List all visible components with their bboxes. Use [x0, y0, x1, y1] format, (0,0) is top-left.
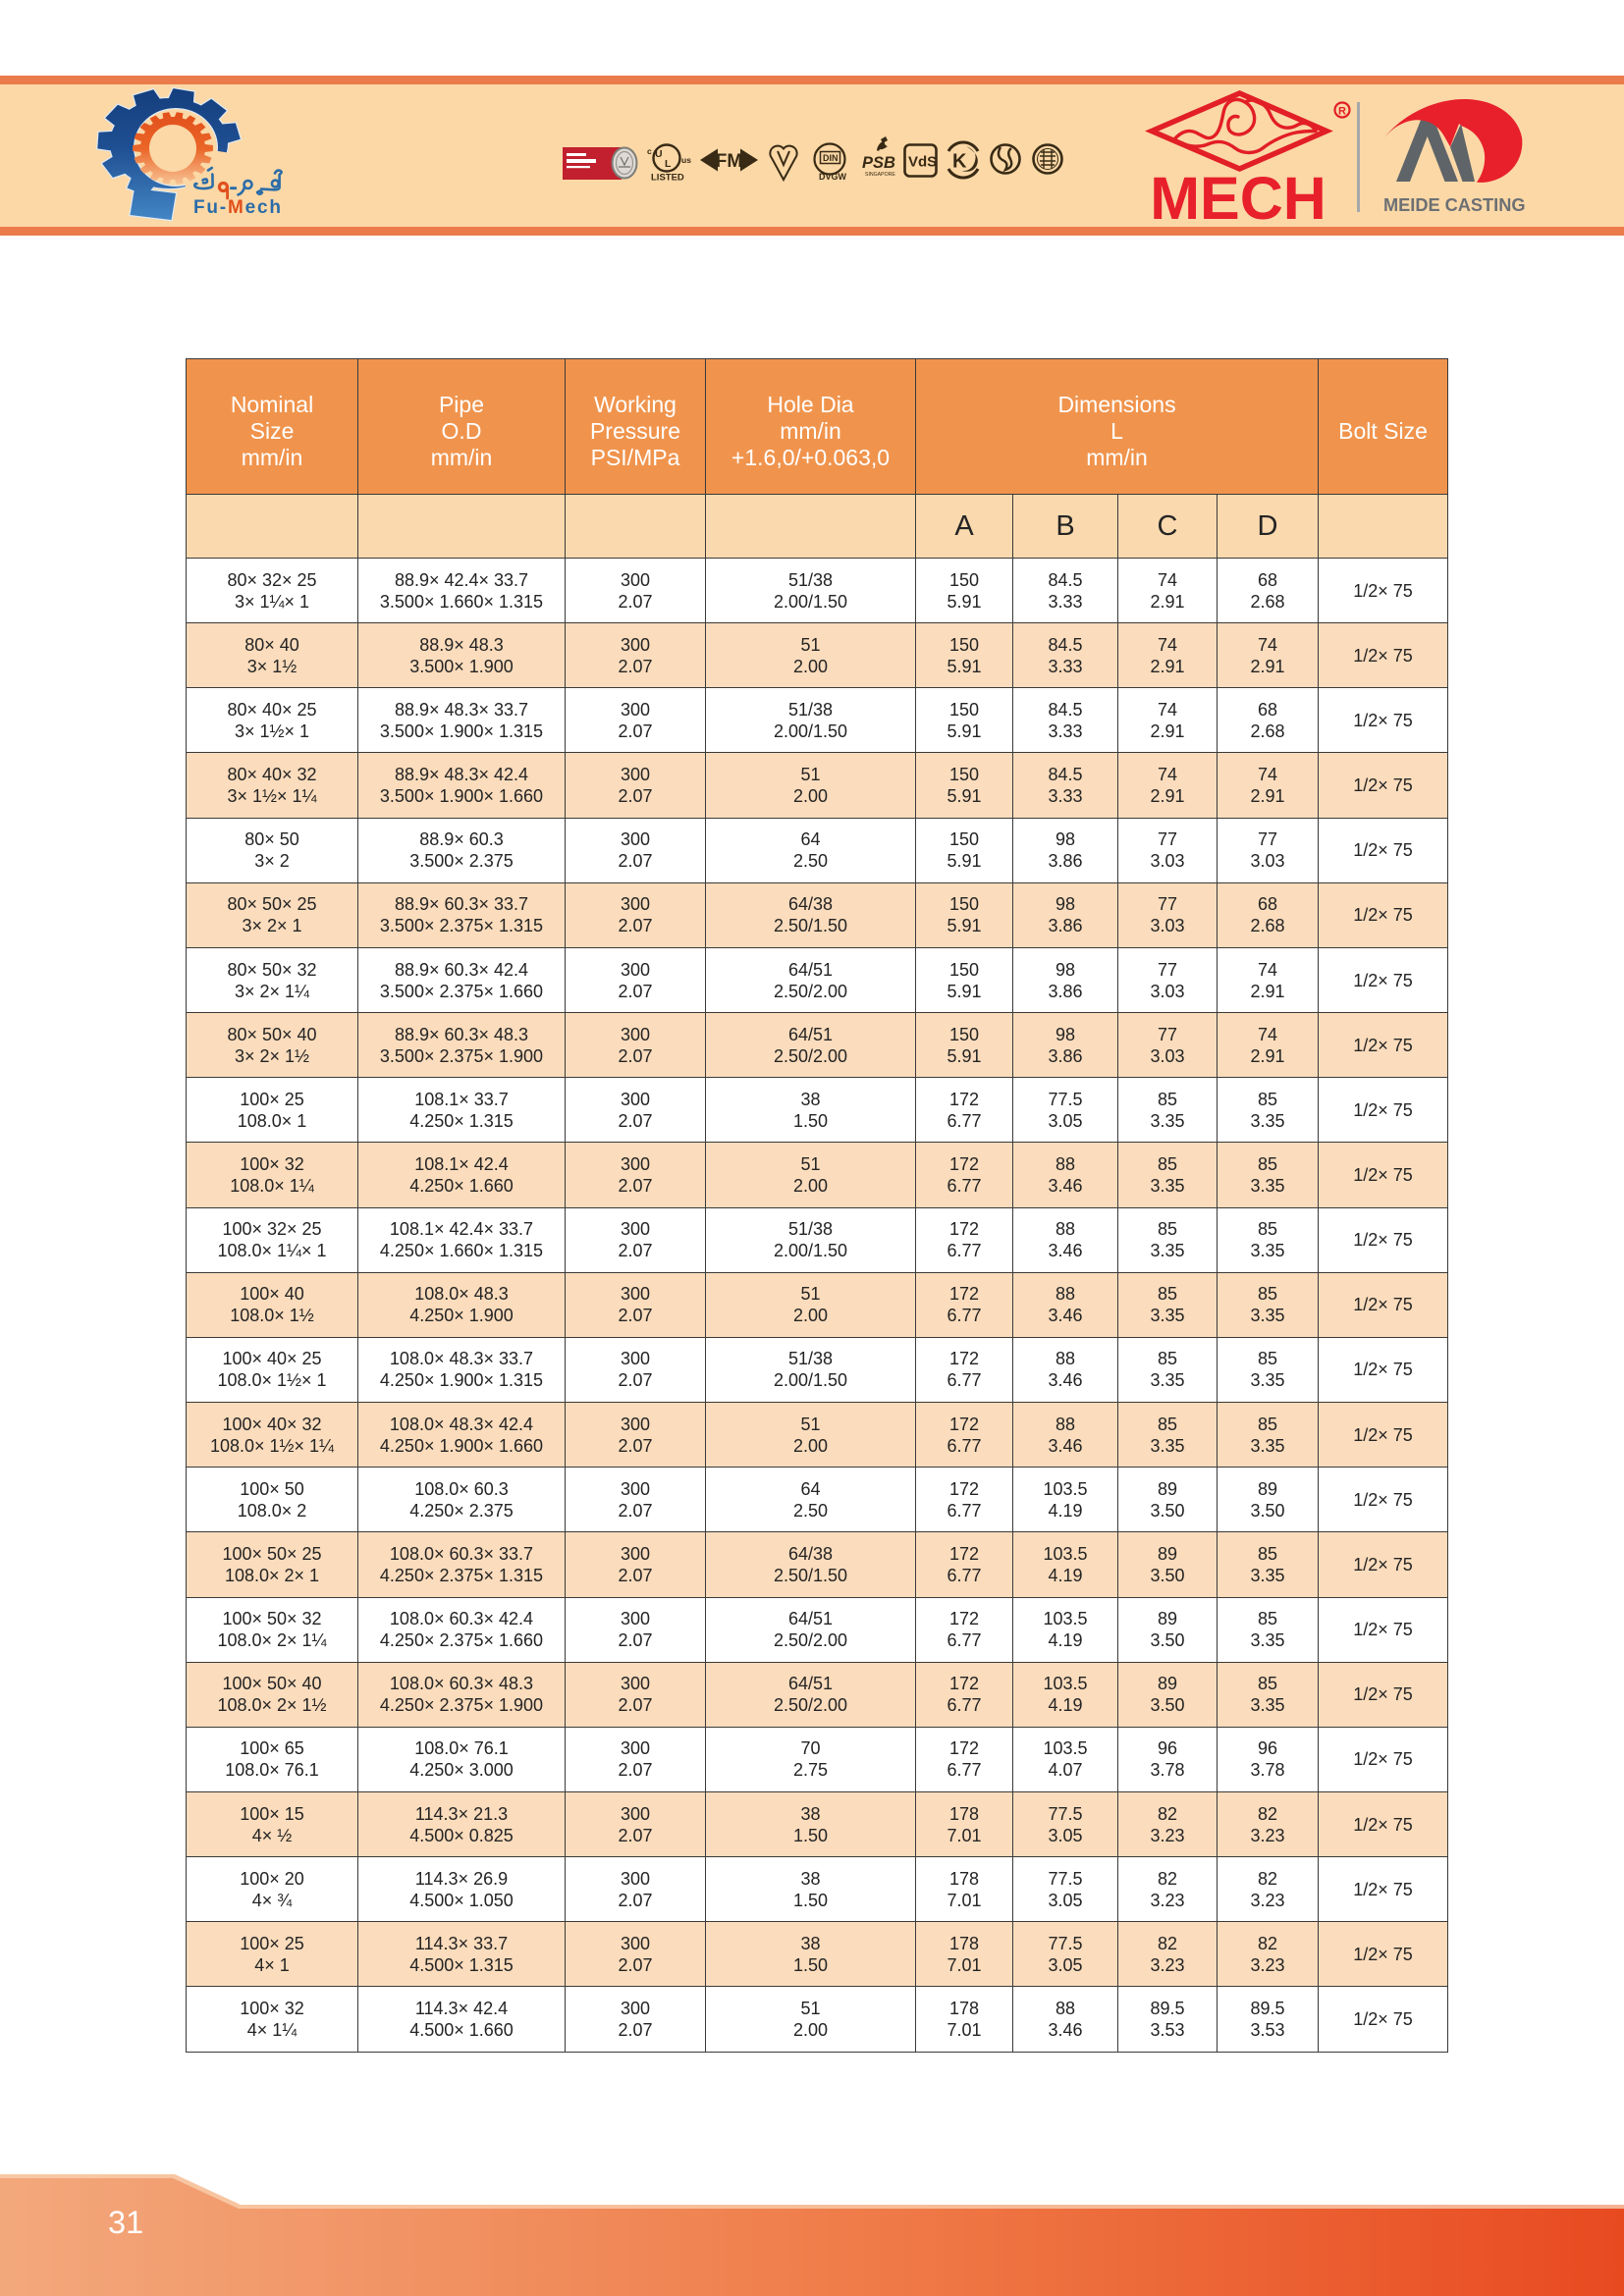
svg-text:us: us [681, 155, 691, 165]
svg-text:VdS: VdS [908, 154, 937, 171]
svg-text:PSB: PSB [862, 154, 895, 172]
svg-text:Fu-Mech: Fu-Mech [193, 197, 283, 218]
svg-text:c: c [647, 146, 652, 156]
svg-text:U: U [655, 148, 663, 160]
svg-text:R: R [1338, 106, 1346, 118]
svg-text:SINGAPORE: SINGAPORE [865, 172, 895, 178]
svg-text:DVGW: DVGW [819, 172, 847, 182]
svg-text:LISTED: LISTED [651, 173, 684, 184]
svg-text:L: L [665, 158, 672, 170]
svg-text:MEIDE CASTING: MEIDE CASTING [1383, 195, 1526, 215]
svg-text:DIN: DIN [823, 153, 839, 163]
svg-text:K: K [952, 151, 967, 173]
svg-text:FM: FM [716, 151, 742, 172]
svg-text:MECH: MECH [1150, 165, 1326, 226]
